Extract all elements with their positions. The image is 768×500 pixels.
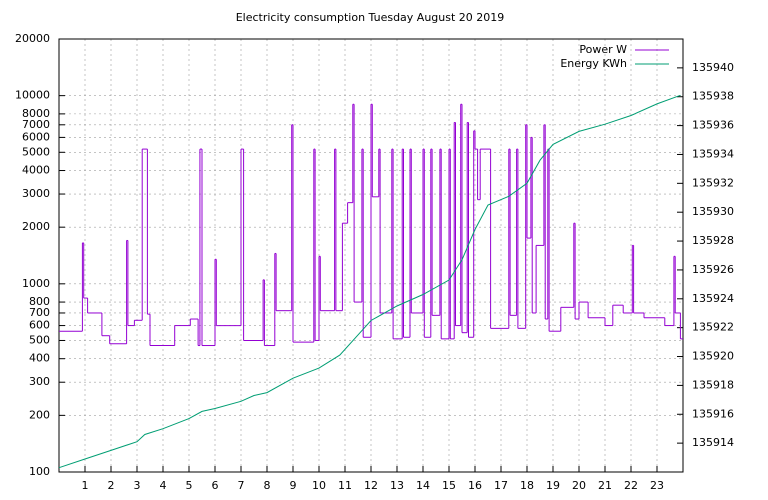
x-tick-label: 8 xyxy=(264,479,271,492)
y2-tick-label: 135928 xyxy=(692,234,734,247)
y-tick-label: 3000 xyxy=(22,187,50,200)
x-tick-label: 9 xyxy=(290,479,297,492)
y-tick-label: 6000 xyxy=(22,130,50,143)
x-tick-label: 5 xyxy=(186,479,193,492)
y-tick-label: 7000 xyxy=(22,118,50,131)
legend-label: Power W xyxy=(579,43,627,56)
x-tick-label: 18 xyxy=(520,479,534,492)
y-tick-label: 200 xyxy=(29,408,50,421)
y2-tick-label: 135922 xyxy=(692,321,734,334)
x-tick-label: 3 xyxy=(134,479,141,492)
y-tick-label: 1000 xyxy=(22,277,50,290)
y2-tick-label: 135940 xyxy=(692,61,734,74)
y-tick-label: 800 xyxy=(29,295,50,308)
y2-tick-label: 135924 xyxy=(692,292,734,305)
x-tick-label: 15 xyxy=(442,479,456,492)
y2-tick-label: 135934 xyxy=(692,147,734,160)
y-tick-label: 100 xyxy=(29,465,50,478)
x-tick-label: 17 xyxy=(494,479,508,492)
y-tick-label: 2000 xyxy=(22,220,50,233)
energy-line xyxy=(58,94,681,469)
y-tick-label: 600 xyxy=(29,319,50,332)
chart-title: Electricity consumption Tuesday August 2… xyxy=(236,11,505,24)
y-tick-label: 10000 xyxy=(15,89,50,102)
y2-tick-label: 135938 xyxy=(692,90,734,103)
y2-tick-label: 135926 xyxy=(692,263,734,276)
y2-tick-label: 135914 xyxy=(692,436,734,449)
x-tick-label: 14 xyxy=(416,479,430,492)
x-tick-label: 10 xyxy=(312,479,326,492)
plot-frame xyxy=(58,38,684,473)
x-tick-label: 19 xyxy=(546,479,560,492)
x-tick-label: 12 xyxy=(364,479,378,492)
x-tick-label: 23 xyxy=(650,479,664,492)
y-tick-label: 400 xyxy=(29,352,50,365)
x-tick-label: 1 xyxy=(82,479,89,492)
x-tick-label: 21 xyxy=(598,479,612,492)
x-tick-label: 2 xyxy=(108,479,115,492)
x-tick-label: 16 xyxy=(468,479,482,492)
x-tick-label: 11 xyxy=(338,479,352,492)
x-tick-label: 7 xyxy=(238,479,245,492)
y-tick-label: 300 xyxy=(29,375,50,388)
x-tick-label: 4 xyxy=(160,479,167,492)
y-tick-label: 4000 xyxy=(22,164,50,177)
y-tick-label: 500 xyxy=(29,333,50,346)
y-tick-label: 5000 xyxy=(22,145,50,158)
x-tick-label: 6 xyxy=(212,479,219,492)
y2-tick-label: 135918 xyxy=(692,378,734,391)
x-tick-label: 22 xyxy=(624,479,638,492)
y2-tick-label: 135930 xyxy=(692,205,734,218)
y2-tick-label: 135932 xyxy=(692,176,734,189)
x-tick-label: 20 xyxy=(572,479,586,492)
y2-tick-label: 135936 xyxy=(692,119,734,132)
legend-label: Energy KWh xyxy=(560,57,627,70)
y2-tick-label: 135920 xyxy=(692,350,734,363)
y2-tick-label: 135916 xyxy=(692,407,734,420)
y-tick-label: 8000 xyxy=(22,107,50,120)
y-tick-label: 20000 xyxy=(15,32,50,45)
x-tick-label: 13 xyxy=(390,479,404,492)
y-tick-label: 700 xyxy=(29,306,50,319)
